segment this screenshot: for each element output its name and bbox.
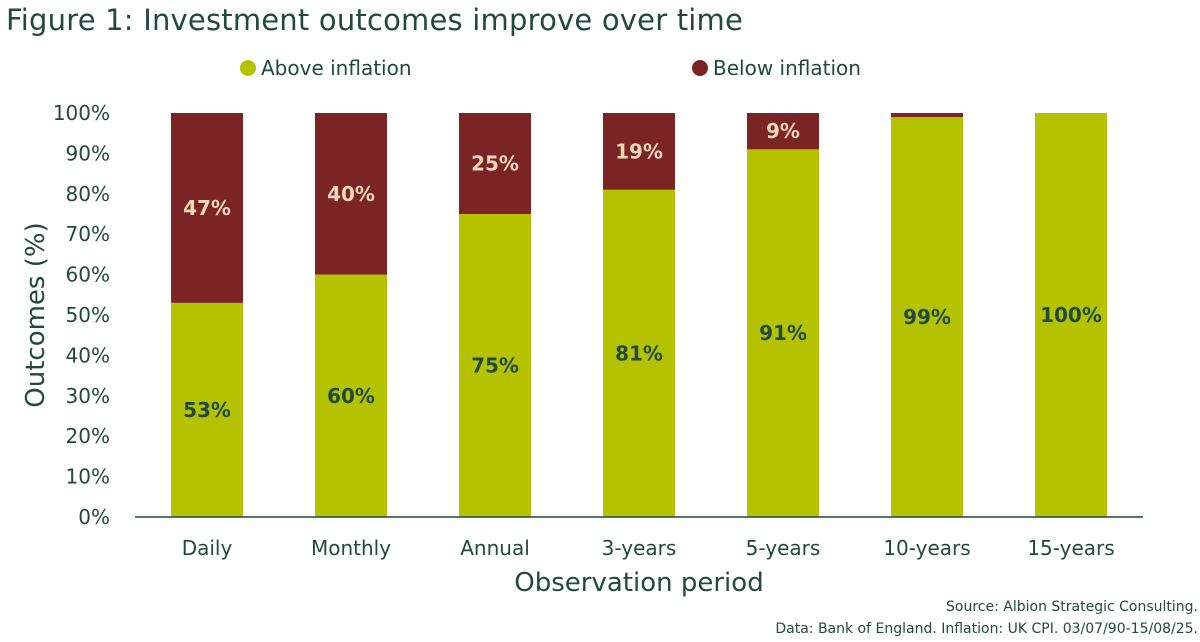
data-label: 40% xyxy=(327,182,375,206)
y-tick-label: 70% xyxy=(66,222,110,246)
x-tick-label: 3-years xyxy=(602,536,677,560)
bar-segment xyxy=(315,274,387,517)
source-note: Source: Albion Strategic Consulting. xyxy=(946,599,1198,615)
bar-segment xyxy=(891,117,963,517)
x-tick-label: 5-years xyxy=(746,536,821,560)
data-label: 75% xyxy=(471,354,519,378)
data-note: Data: Bank of England. Inflation: UK CPI… xyxy=(775,621,1198,637)
x-tick-label: Daily xyxy=(182,536,233,560)
bar-segment xyxy=(459,214,531,517)
y-tick-label: 10% xyxy=(66,465,110,489)
data-label: 91% xyxy=(759,321,807,345)
legend-label-1: Above inflation xyxy=(261,56,412,80)
y-axis-title: Outcomes (%) xyxy=(21,222,51,407)
data-label: 25% xyxy=(471,152,519,176)
data-label: 60% xyxy=(327,384,375,408)
data-label: 81% xyxy=(615,341,663,365)
y-tick-label: 60% xyxy=(66,263,110,287)
x-tick-label: Monthly xyxy=(311,536,391,560)
bar-segment xyxy=(171,113,243,303)
y-tick-label: 90% xyxy=(66,141,110,165)
bar-segment xyxy=(747,113,819,150)
data-label: 47% xyxy=(183,196,231,220)
bar-segment xyxy=(603,189,675,517)
data-label: 19% xyxy=(615,139,663,163)
data-label: 9% xyxy=(766,119,800,143)
legend-marker-1 xyxy=(240,60,256,76)
x-tick-label: 10-years xyxy=(883,536,970,560)
bar-segment xyxy=(315,113,387,275)
data-label: 53% xyxy=(183,398,231,422)
x-tick-label: Annual xyxy=(460,536,530,560)
y-tick-label: 80% xyxy=(66,182,110,206)
chart-title: Figure 1: Investment outcomes improve ov… xyxy=(6,3,744,37)
legend-label-2: Below inflation xyxy=(713,56,861,80)
bar-segment xyxy=(891,113,963,118)
y-tick-label: 30% xyxy=(66,384,110,408)
bar-segment xyxy=(1035,113,1107,517)
x-axis-title: Observation period xyxy=(514,568,763,598)
bar-segment xyxy=(459,113,531,214)
y-tick-label: 50% xyxy=(66,303,110,327)
y-tick-label: 40% xyxy=(66,343,110,367)
y-tick-label: 0% xyxy=(78,505,110,529)
y-tick-label: 20% xyxy=(66,424,110,448)
y-tick-label: 100% xyxy=(53,101,110,125)
bar-segment xyxy=(171,302,243,517)
x-tick-label: 15-years xyxy=(1027,536,1114,560)
data-label: 100% xyxy=(1040,303,1102,327)
bar-segment xyxy=(603,113,675,190)
bar-segment xyxy=(747,149,819,518)
legend-marker-2 xyxy=(692,60,708,76)
data-label: 99% xyxy=(903,305,951,329)
